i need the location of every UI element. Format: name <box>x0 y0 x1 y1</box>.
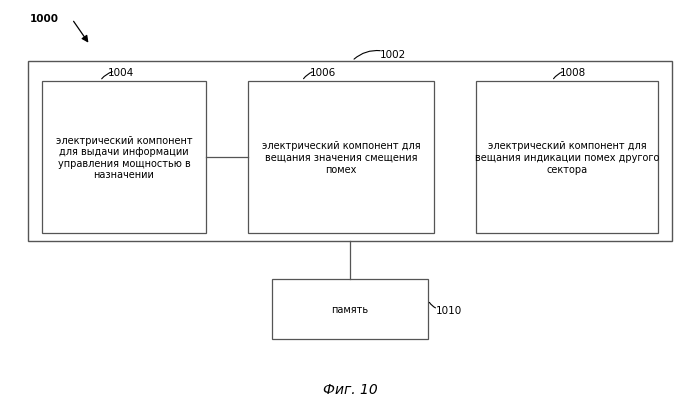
Bar <box>272 279 428 339</box>
Bar <box>42 82 206 233</box>
Text: 1008: 1008 <box>560 68 587 78</box>
Text: электрический компонент для
вещания значения смещения
помех: электрический компонент для вещания знач… <box>262 141 420 174</box>
Bar <box>28 62 672 241</box>
Text: память: память <box>331 304 369 314</box>
Text: Фиг. 10: Фиг. 10 <box>323 382 377 396</box>
Text: 1000: 1000 <box>30 14 59 24</box>
Bar <box>248 82 434 233</box>
Text: 1006: 1006 <box>310 68 336 78</box>
Text: электрический компонент
для выдачи информации
управления мощностью в
назначении: электрический компонент для выдачи инфор… <box>56 135 192 180</box>
Text: электрический компонент для
вещания индикации помех другого
сектора: электрический компонент для вещания инди… <box>475 141 659 174</box>
Bar <box>476 82 658 233</box>
Text: 1010: 1010 <box>436 305 462 315</box>
Text: 1002: 1002 <box>380 50 406 60</box>
Text: 1004: 1004 <box>108 68 134 78</box>
